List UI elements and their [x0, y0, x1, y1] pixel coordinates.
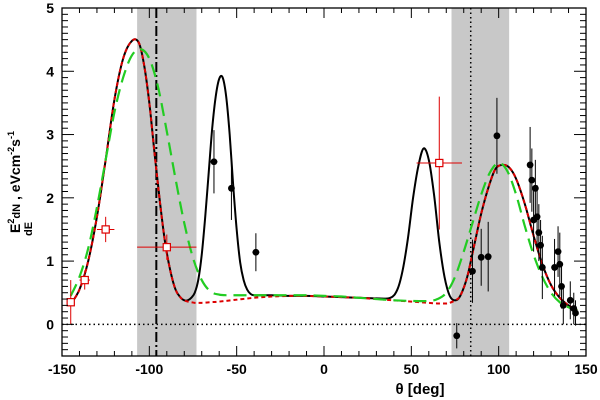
- x-axis-title: θ [deg]: [396, 381, 445, 398]
- red-squares-point-2: [96, 216, 115, 243]
- svg-text:E2dN, eVcm-2s-1: E2dN , eVcm-2s-1: [6, 131, 23, 233]
- y-title-unit-pow-a: -2: [6, 147, 16, 155]
- red-squares-point-1: [79, 270, 90, 290]
- x-tick-label: 50: [404, 361, 420, 377]
- y-axis-title: E2dN , eVcm-2s-1 dE: [6, 131, 35, 236]
- y-title-den: dE: [23, 222, 35, 236]
- x-tick-label: -150: [48, 361, 76, 377]
- black-circles-point-21: [566, 281, 574, 320]
- black-circles-point-6: [484, 221, 492, 292]
- x-tick-label: 100: [487, 361, 511, 377]
- y-tick-label: 2: [46, 190, 54, 206]
- red-squares-point-4: [416, 96, 462, 230]
- black-circles-point-1: [228, 156, 235, 220]
- y-tick-label: 3: [46, 127, 54, 143]
- black-circles-point-4: [469, 239, 476, 303]
- black-circles-point-23: [572, 300, 579, 326]
- x-tick-label: -100: [135, 361, 163, 377]
- red-squares-point-3: [137, 234, 197, 260]
- black-circles-point-0: [210, 130, 218, 194]
- black-circles-point-20: [559, 286, 567, 325]
- black-circles-point-14: [537, 219, 544, 271]
- y-title-unit-a: , eVcm: [7, 155, 23, 200]
- black-circles-point-2: [252, 233, 260, 272]
- black-circles-point-9: [528, 148, 536, 212]
- y-tick-label: 1: [46, 253, 54, 269]
- red-squares-point-0: [66, 280, 75, 325]
- y-title-num: dN: [11, 204, 23, 219]
- black-circles-point-7: [493, 97, 501, 174]
- y-tick-label: 5: [46, 0, 54, 16]
- x-tick-label: -50: [227, 361, 247, 377]
- y-tick-label: 4: [46, 63, 54, 79]
- black-circles-point-8: [526, 126, 534, 203]
- black-circles-point-3: [453, 323, 461, 349]
- black-circles-point-5: [477, 228, 485, 286]
- black-circles-point-13: [535, 204, 543, 262]
- x-tick-label: 150: [574, 361, 598, 377]
- ticks-layer: -150 -100 -50 0 50 100 150 0 1 2 3 4 5: [46, 0, 598, 377]
- black-circles-point-11: [531, 159, 539, 217]
- y-title-pow: 2: [6, 219, 16, 224]
- x-tick-label: 0: [320, 361, 328, 377]
- y-title-unit-b: s: [7, 139, 23, 147]
- y-title-unit-pow-b: -1: [6, 131, 16, 139]
- series-red-squares: [66, 96, 462, 325]
- y-tick-label: 0: [46, 316, 54, 332]
- curves-layer: [69, 38, 578, 312]
- black-circles-point-16: [551, 238, 558, 296]
- curve-green-dashed: [69, 47, 578, 312]
- band-left: [137, 8, 197, 356]
- y-title-e: E: [7, 224, 23, 233]
- points-layer: [66, 96, 579, 349]
- band-right: [451, 8, 510, 356]
- reference-lines-layer: [62, 8, 586, 356]
- series-black-circles: [210, 97, 579, 349]
- bands-layer: [137, 8, 510, 356]
- black-circles-point-15: [538, 235, 546, 300]
